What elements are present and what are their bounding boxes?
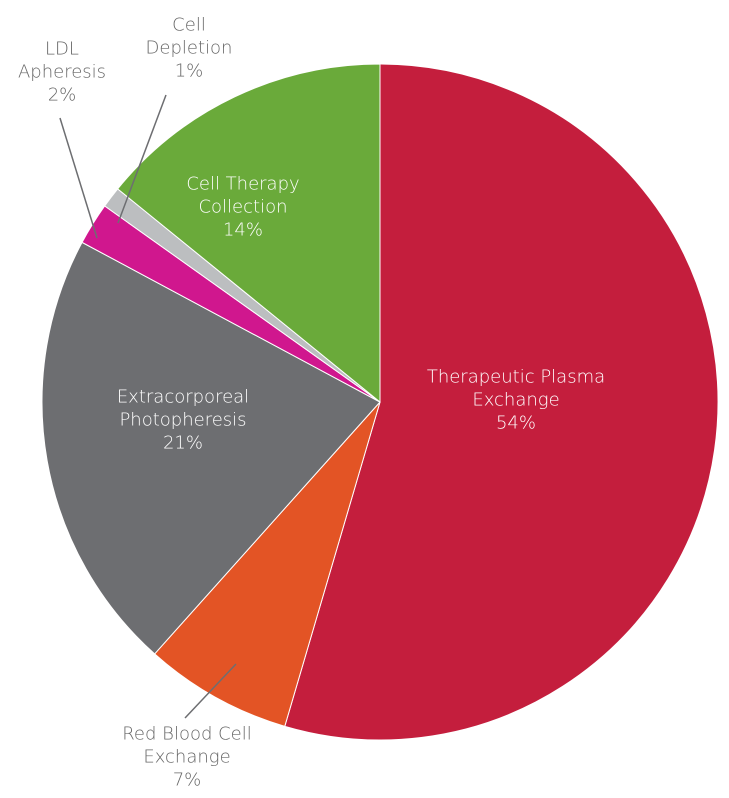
value-label: 14% (222, 219, 263, 241)
slice-label: Cell Depletion 1% (139, 14, 239, 83)
category-label: Cell Depletion (145, 14, 233, 59)
pie-slice (284, 63, 719, 741)
slice-label: LDL Apheresis 2% (12, 38, 112, 107)
pie-slice (116, 63, 381, 404)
slice-label: Extracorporeal Photopheresis 21% (108, 386, 258, 455)
category-label: LDL Apheresis (17, 38, 107, 83)
slice-label: Therapeutic Plasma Exchange 54% (416, 366, 616, 435)
category-label: Extracorporeal Photopheresis (116, 386, 250, 431)
leader-line (117, 94, 167, 224)
pie-slice (41, 241, 381, 655)
slice-label: Red Blood Cell Exchange 7% (97, 723, 277, 792)
slices (41, 63, 719, 741)
value-label: 1% (174, 60, 204, 82)
leader-line (184, 663, 237, 719)
category-label: Therapeutic Plasma Exchange (426, 366, 606, 411)
category-label: Cell Therapy Collection (186, 173, 300, 218)
value-label: 54% (495, 412, 536, 434)
value-label: 2% (47, 84, 77, 106)
value-label: 21% (162, 432, 203, 454)
value-label: 7% (172, 769, 202, 791)
pie-slice (153, 401, 381, 727)
leader-line (59, 117, 98, 239)
category-label: Red Blood Cell Exchange (122, 723, 252, 768)
slice-label: Cell Therapy Collection 14% (173, 173, 313, 242)
